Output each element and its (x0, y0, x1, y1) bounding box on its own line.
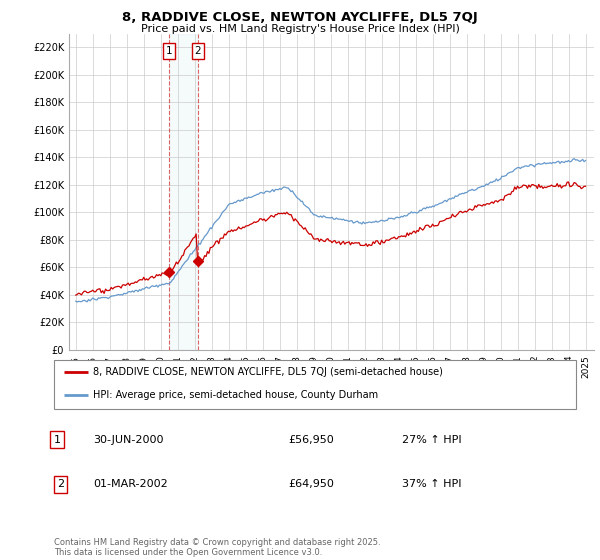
Text: £64,950: £64,950 (288, 479, 334, 489)
Text: Contains HM Land Registry data © Crown copyright and database right 2025.
This d: Contains HM Land Registry data © Crown c… (54, 538, 380, 557)
FancyBboxPatch shape (54, 360, 576, 409)
Text: 27% ↑ HPI: 27% ↑ HPI (402, 435, 461, 445)
Bar (169, 34, 197, 350)
Text: 37% ↑ HPI: 37% ↑ HPI (402, 479, 461, 489)
Text: 1: 1 (53, 435, 61, 445)
Text: 2: 2 (194, 46, 201, 56)
Text: Price paid vs. HM Land Registry's House Price Index (HPI): Price paid vs. HM Land Registry's House … (140, 24, 460, 34)
Text: 8, RADDIVE CLOSE, NEWTON AYCLIFFE, DL5 7QJ (semi-detached house): 8, RADDIVE CLOSE, NEWTON AYCLIFFE, DL5 7… (93, 367, 443, 377)
Text: 1: 1 (166, 46, 173, 56)
Text: HPI: Average price, semi-detached house, County Durham: HPI: Average price, semi-detached house,… (93, 390, 378, 400)
Text: £56,950: £56,950 (288, 435, 334, 445)
Text: 2: 2 (57, 479, 64, 489)
Text: 01-MAR-2002: 01-MAR-2002 (93, 479, 168, 489)
Text: 30-JUN-2000: 30-JUN-2000 (93, 435, 163, 445)
Text: 8, RADDIVE CLOSE, NEWTON AYCLIFFE, DL5 7QJ: 8, RADDIVE CLOSE, NEWTON AYCLIFFE, DL5 7… (122, 11, 478, 24)
